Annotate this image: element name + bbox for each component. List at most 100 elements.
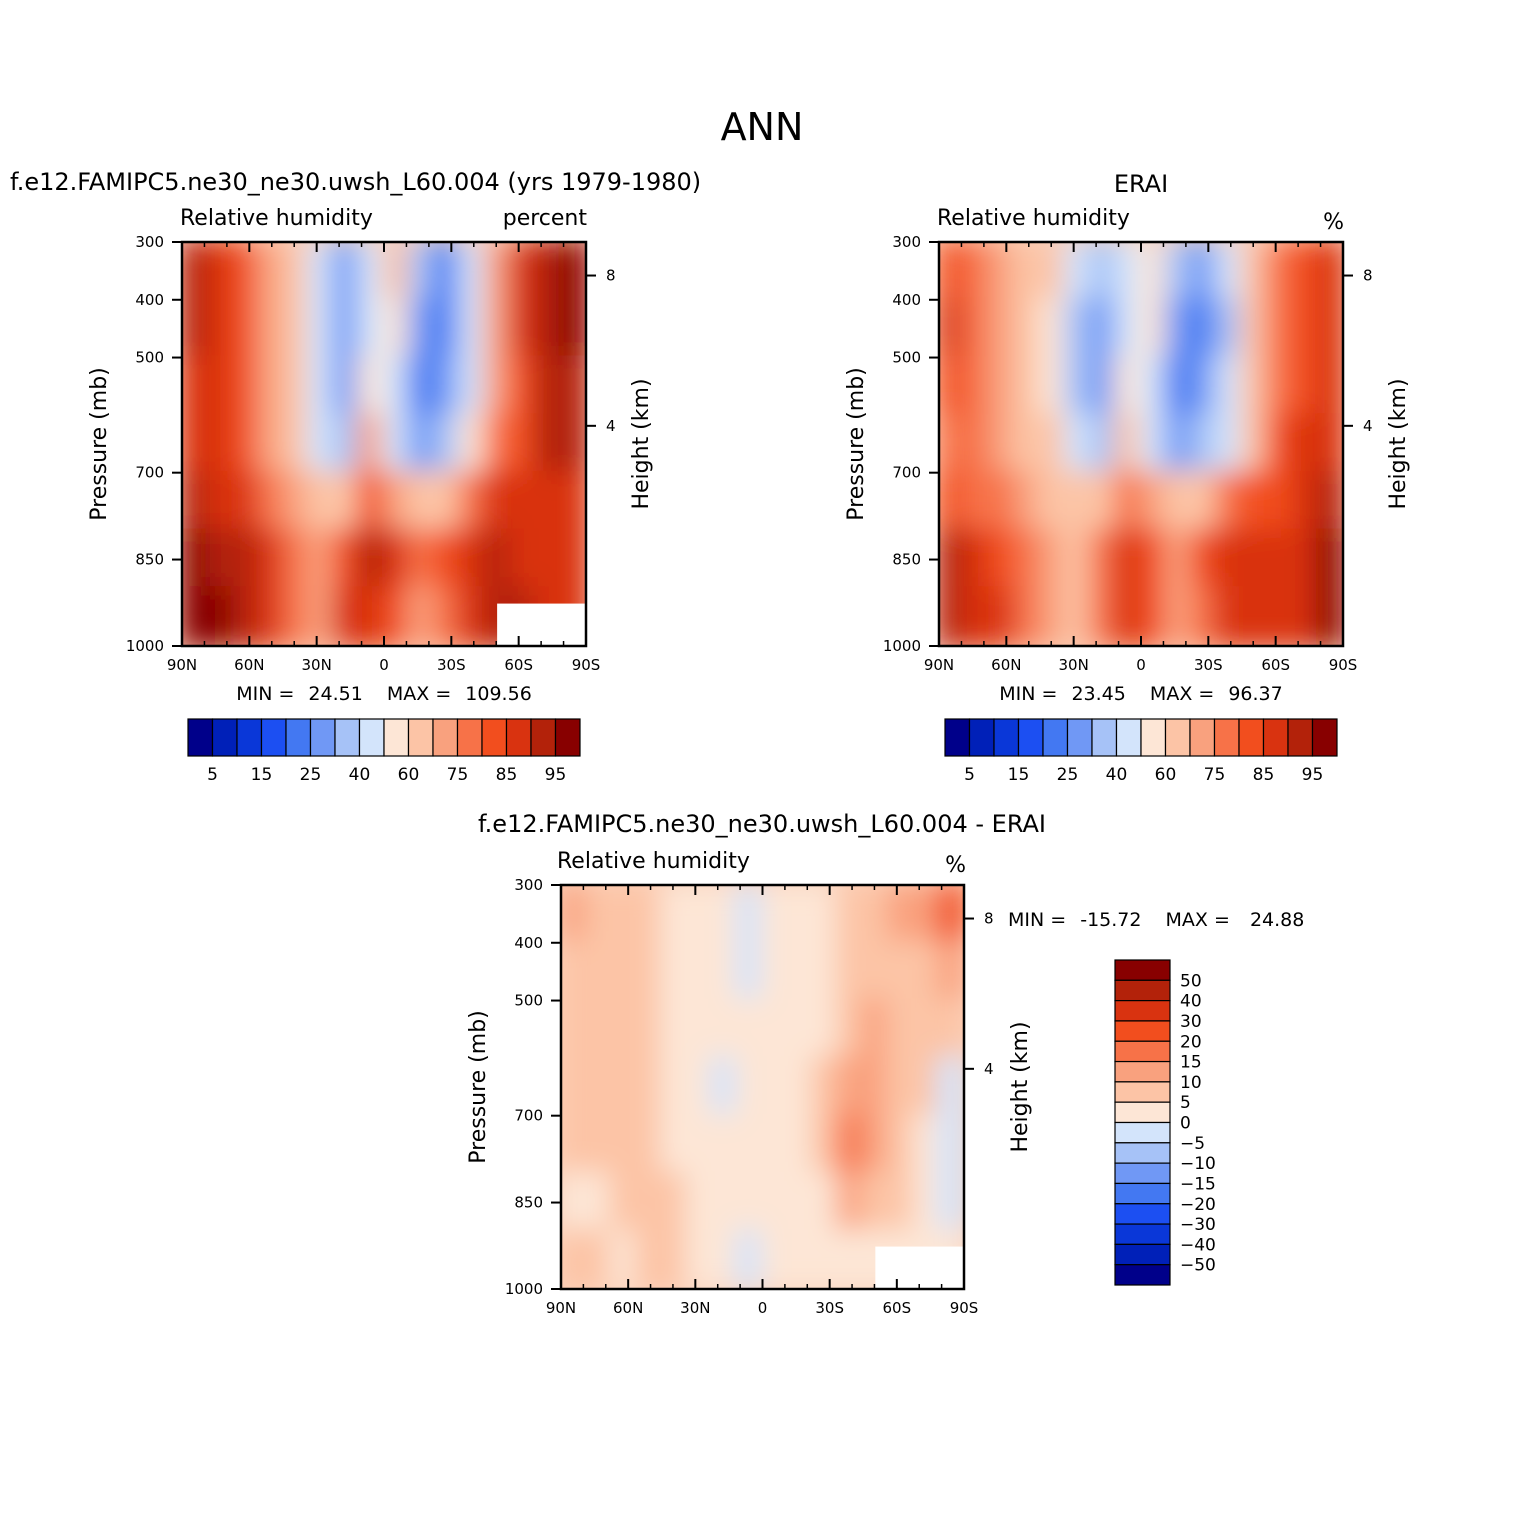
field-cell <box>836 1113 866 1176</box>
field-cell <box>1063 355 1093 418</box>
field-cell <box>710 1056 740 1118</box>
field-cell <box>1214 297 1244 360</box>
right-label: percent <box>503 206 588 231</box>
field-cell <box>710 998 740 1061</box>
field-cell <box>684 1056 715 1118</box>
field-cell <box>1315 528 1343 591</box>
field-cell <box>1113 297 1143 360</box>
field-cell <box>987 586 1017 646</box>
min-label: MIN = <box>999 683 1057 705</box>
field-cell <box>987 355 1017 418</box>
field-cell <box>939 528 967 591</box>
field-cell <box>205 355 235 418</box>
field-cell <box>760 1171 790 1234</box>
field-cell <box>533 242 563 302</box>
field-cell <box>432 586 462 646</box>
field-cell <box>609 1229 639 1289</box>
colorbar: 5 15 25 40 60 75 85 95 <box>187 718 581 785</box>
field-cell <box>584 1056 614 1118</box>
y-axis-title: Pressure (mb) <box>87 367 112 521</box>
field-cell <box>735 1229 765 1289</box>
colorbar-label: 85 <box>496 765 518 785</box>
field-cell <box>684 1229 715 1289</box>
field-cell <box>1265 586 1295 646</box>
field-cell <box>1164 528 1194 591</box>
field-cell <box>457 297 487 360</box>
x-tick-label: 60S <box>1261 656 1290 674</box>
field-cell <box>1189 470 1219 533</box>
field-cell <box>810 998 841 1061</box>
field-cell <box>508 355 538 418</box>
colorbar-label: −40 <box>1180 1235 1216 1255</box>
field-cell <box>561 885 589 945</box>
right-label: % <box>1323 210 1344 235</box>
field-cell <box>1290 470 1320 533</box>
field-cell <box>760 885 790 945</box>
field-cell <box>634 885 664 945</box>
field-cell <box>281 242 311 302</box>
field-cell <box>1164 242 1194 302</box>
field-cell <box>1265 413 1295 475</box>
field-cell <box>584 998 614 1061</box>
field-cell <box>634 1056 664 1118</box>
field-cell <box>936 1056 964 1118</box>
x-tick-label: 30N <box>302 656 332 674</box>
max-label: MAX = <box>1150 683 1214 705</box>
field-cell <box>230 586 260 646</box>
field-cell <box>1240 470 1270 533</box>
field-cell <box>659 1229 689 1289</box>
field-cell <box>561 1113 589 1176</box>
field-cell <box>182 586 210 646</box>
colorbar-label: 15 <box>1180 1053 1202 1073</box>
field-cell <box>987 297 1017 360</box>
field-cell <box>659 940 689 1003</box>
height-tick-label: 8 <box>984 910 994 928</box>
y-tick-label: 700 <box>135 464 164 482</box>
field-cell <box>609 1171 639 1234</box>
field-cell <box>561 1229 589 1289</box>
field-cell <box>886 998 916 1061</box>
field-cell <box>356 413 386 475</box>
field-cell <box>1038 297 1068 360</box>
field-cell <box>1139 586 1169 646</box>
field-cell <box>255 413 285 475</box>
field-cell <box>356 297 386 360</box>
field-cell <box>331 470 361 533</box>
field-cell <box>457 242 487 302</box>
field-cell <box>1189 528 1219 591</box>
x-tick-label: 90S <box>572 656 601 674</box>
field-cell <box>281 355 311 418</box>
colorbar-box <box>1114 1000 1171 1022</box>
field-cell <box>936 998 964 1061</box>
field-cell <box>735 1113 765 1176</box>
field-cell <box>1214 528 1244 591</box>
colorbar-box <box>1066 718 1093 757</box>
plot-axes: 90N 60N 30N 0 30S 60S 90S 300 400 500 700 850 1000 8 4 <box>883 233 1373 674</box>
field-cell <box>1113 586 1143 646</box>
field-cell <box>684 940 715 1003</box>
field-cell <box>785 1113 815 1176</box>
field-cell <box>1088 413 1118 475</box>
field-cell <box>810 1113 841 1176</box>
field-cell <box>987 242 1017 302</box>
field-cell <box>785 1229 815 1289</box>
plot-axes: 90N 60N 30N 0 30S 60S 90S 300 400 500 700 850 1000 8 4 <box>126 233 616 674</box>
colorbar-box <box>1114 1203 1171 1225</box>
field-cell <box>182 470 210 533</box>
x-tick-label: 60N <box>234 656 264 674</box>
field-cell <box>1315 355 1343 418</box>
field-cell <box>1214 470 1244 533</box>
x-tick-label: 90S <box>1329 656 1358 674</box>
field-cell <box>1189 413 1219 475</box>
colorbar-label: 10 <box>1180 1073 1202 1093</box>
field-cell <box>533 297 563 360</box>
colorbar-box <box>1238 718 1265 757</box>
field-cell <box>182 413 210 475</box>
field-cell <box>1189 242 1219 302</box>
colorbar-box <box>236 718 263 757</box>
field-cell <box>205 528 235 591</box>
colorbar-box <box>1042 718 1069 757</box>
min-value: -15.72 <box>1080 909 1141 931</box>
colorbar-label: 25 <box>1057 765 1079 785</box>
